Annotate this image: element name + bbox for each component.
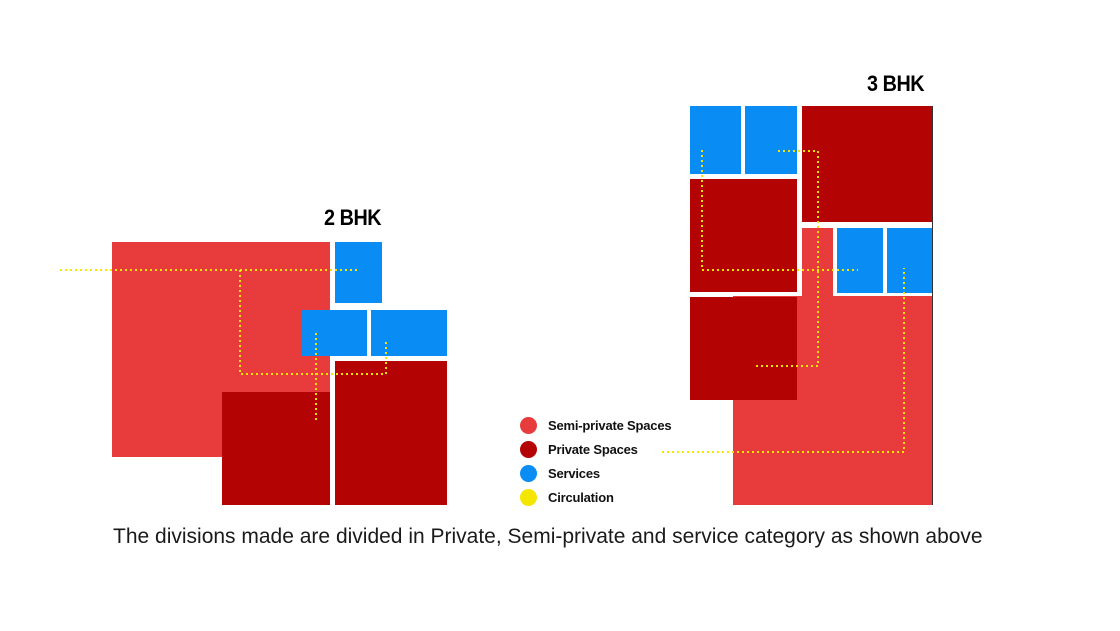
legend-item-semi-private: Semi-private Spaces	[520, 413, 672, 437]
private-swatch-icon	[520, 440, 537, 458]
service-zone-kitchen	[302, 310, 367, 356]
private-zone-bedroom-2	[335, 361, 447, 505]
service-zone-toilet	[371, 310, 447, 356]
semi-private-zone-dining	[218, 356, 330, 388]
service-zone-utility	[887, 228, 932, 293]
circulation-swatch-icon	[520, 488, 537, 506]
legend-item-circulation: Circulation	[520, 485, 671, 509]
legend-item-services: Services	[520, 461, 671, 485]
service-zone-utility	[335, 242, 382, 303]
legend-label: Services	[548, 465, 600, 481]
semi-private-swatch-icon	[520, 416, 537, 434]
legend-label: Private Spaces	[548, 441, 638, 457]
circulation-path-3bhk	[662, 150, 905, 453]
legend-label: Semi-private Spaces	[548, 417, 672, 433]
service-zone-toilet-1	[690, 106, 741, 174]
circulation-path-2bhk	[60, 269, 387, 422]
legend: Semi-private Spaces Private Spaces Servi…	[520, 413, 672, 509]
private-zone-bedroom-1	[222, 392, 330, 505]
plan-title-2bhk: 2 BHK	[324, 205, 382, 230]
legend-item-private: Private Spaces	[520, 437, 671, 461]
legend-label: Circulation	[548, 489, 614, 505]
service-zone-toilet-2	[745, 106, 797, 174]
plan-2bhk	[60, 242, 447, 505]
caption: The divisions made are divided in Privat…	[113, 525, 983, 548]
plan-3bhk	[662, 106, 933, 505]
private-zone-bedroom-3	[690, 297, 797, 400]
private-zone-bedroom-2	[690, 179, 797, 292]
services-swatch-icon	[520, 464, 537, 482]
service-zone-kitchen	[837, 228, 883, 293]
plan-title-3bhk: 3 BHK	[867, 71, 925, 96]
private-zone-master-bedroom	[802, 106, 932, 222]
